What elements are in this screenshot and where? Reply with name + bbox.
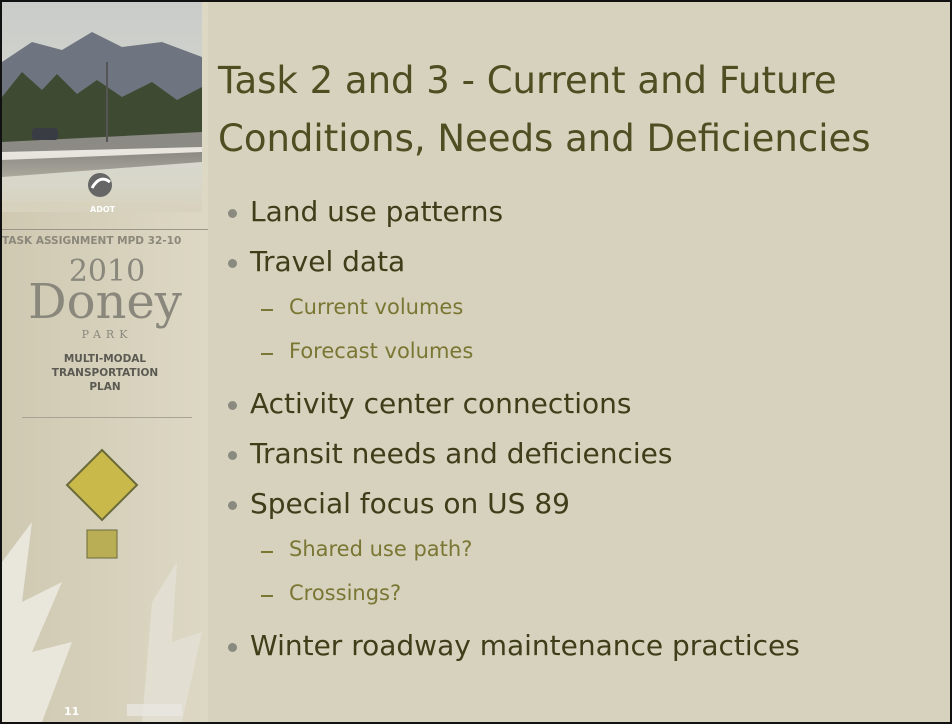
page: {"sidebar": {"logo": "ADOT", "task_assig… — [0, 0, 952, 724]
sub-bullet: Forecast volumes — [289, 339, 473, 363]
bullet-marker — [228, 451, 237, 460]
bullet-marker — [228, 501, 237, 510]
bullet-marker — [228, 209, 237, 218]
sub-bullet: Current volumes — [289, 295, 463, 319]
sub-bullet-marker — [261, 595, 273, 597]
plan: MULTI-MODAL TRANSPORTATION PLAN — [2, 352, 208, 394]
logo-text: ADOT — [90, 205, 110, 214]
title: Task 2 and 3 - Current and Future Condit… — [218, 52, 871, 168]
name: Doney — [2, 274, 208, 330]
plan-line: PLAN — [2, 380, 208, 394]
sub-bullet-marker — [261, 309, 273, 311]
bullet: Winter roadway maintenance practices — [250, 629, 800, 662]
task-assignment: TASK ASSIGNMENT MPD 32-10 — [2, 235, 222, 247]
bullet: Transit needs and deficiencies — [250, 437, 672, 470]
title-line: Task 2 and 3 - Current and Future — [218, 52, 871, 110]
bullet-marker — [228, 643, 237, 652]
plan-line: TRANSPORTATION — [2, 366, 208, 380]
bullet: Activity center connections — [250, 387, 631, 420]
bullet-marker — [228, 401, 237, 410]
slide: ADOT TASK ASSIGNMENT MPD 32-10 2010 Done… — [0, 0, 952, 724]
sub-bullet-marker — [261, 353, 273, 355]
plan-line: MULTI-MODAL — [2, 352, 208, 366]
title-line: Conditions, Needs and Deficiencies — [218, 110, 871, 168]
sub-bullet: Shared use path? — [289, 537, 472, 561]
bullet: Travel data — [250, 245, 405, 278]
bullet: Special focus on US 89 — [250, 487, 570, 520]
bullet-marker — [228, 259, 237, 268]
page-number: 11 — [64, 705, 79, 718]
sub-bullet: Crossings? — [289, 581, 401, 605]
bullet: Land use patterns — [250, 195, 503, 228]
subname: PARK — [32, 328, 182, 341]
sub-bullet-marker — [261, 551, 273, 553]
